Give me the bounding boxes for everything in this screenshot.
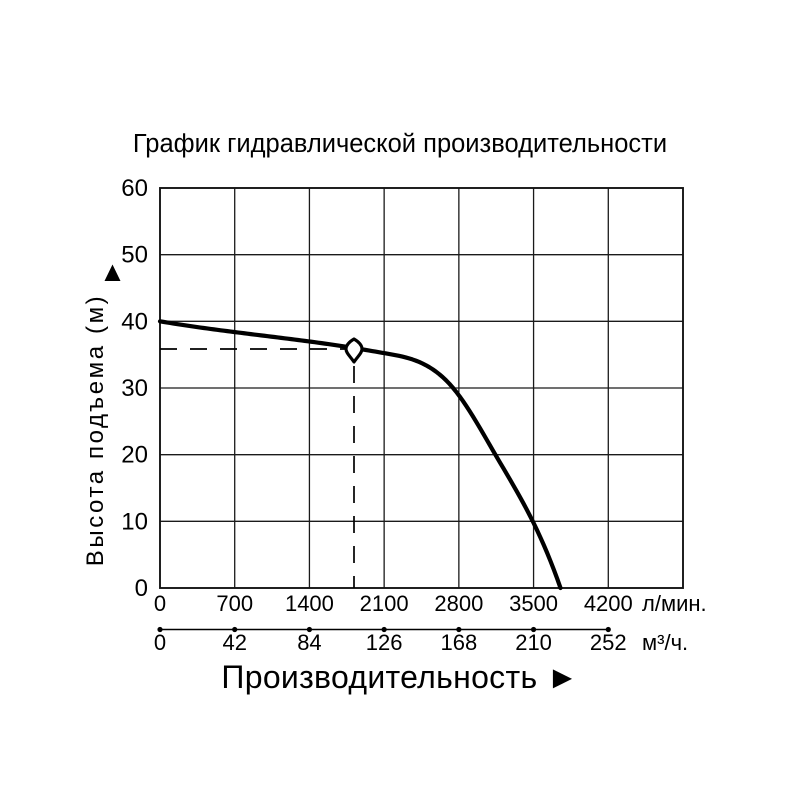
svg-text:168: 168 xyxy=(441,630,478,655)
svg-text:3500: 3500 xyxy=(509,591,558,616)
svg-text:0: 0 xyxy=(135,575,148,602)
svg-text:1400: 1400 xyxy=(285,591,334,616)
svg-text:Высота подъема (м): Высота подъема (м) xyxy=(82,294,109,567)
svg-text:л/мин.: л/мин. xyxy=(642,591,707,616)
svg-text:2800: 2800 xyxy=(434,591,483,616)
svg-text:84: 84 xyxy=(297,630,321,655)
svg-text:20: 20 xyxy=(121,442,148,469)
svg-text:Производительность ►: Производительность ► xyxy=(221,659,578,695)
svg-text:0: 0 xyxy=(154,591,166,616)
svg-text:м³/ч.: м³/ч. xyxy=(642,630,688,655)
svg-text:126: 126 xyxy=(366,630,403,655)
svg-text:0: 0 xyxy=(154,630,166,655)
svg-text:График гидравлической производ: График гидравлической производительности xyxy=(133,130,667,158)
svg-text:4200: 4200 xyxy=(584,591,633,616)
svg-text:50: 50 xyxy=(121,242,148,269)
svg-text:30: 30 xyxy=(121,375,148,402)
svg-text:210: 210 xyxy=(515,630,552,655)
svg-text:40: 40 xyxy=(121,308,148,335)
svg-text:42: 42 xyxy=(222,630,246,655)
svg-text:10: 10 xyxy=(121,508,148,535)
svg-text:2100: 2100 xyxy=(360,591,409,616)
svg-text:252: 252 xyxy=(590,630,627,655)
svg-text:60: 60 xyxy=(121,175,148,202)
svg-text:700: 700 xyxy=(216,591,253,616)
